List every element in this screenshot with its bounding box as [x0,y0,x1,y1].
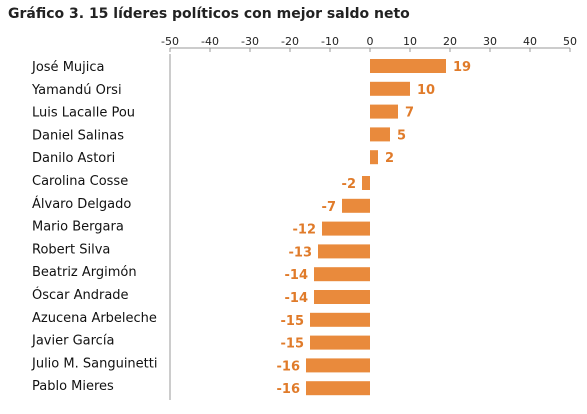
x-tick-label: -40 [201,35,219,48]
data-label: 2 [385,151,394,166]
bar [370,104,398,119]
x-tick-label: 10 [403,35,417,48]
data-label: -15 [281,337,305,352]
x-tick-label: -10 [321,35,339,48]
category-label: Robert Silva [32,242,110,257]
data-label: 10 [417,83,435,98]
data-label: -15 [281,314,305,329]
bars [306,59,446,396]
x-tick-label: 0 [367,35,374,48]
bar [362,176,370,190]
x-axis: -50 -40 -30 -20 -10 0 10 20 30 40 50 [161,35,577,48]
bar [306,381,370,396]
value-labels: 19 107 52 -2 -7 -12 -13 -14 -14 -15 -15 -16 -16 [277,60,472,397]
data-label: -7 [322,200,336,215]
bar [310,335,370,350]
category-label: José Mujica [31,60,104,75]
data-label: -2 [342,177,356,192]
x-tick-label: 40 [523,35,537,48]
data-label: -13 [289,245,313,260]
category-label: Luis Lacalle Pou [32,106,135,121]
category-label: Álvaro Delgado [32,196,131,212]
x-tick-label: 20 [443,35,457,48]
data-label: -14 [285,291,309,306]
data-label: -14 [285,268,309,283]
x-tick-label: 30 [483,35,497,48]
bar [370,150,378,165]
category-label: Carolina Cosse [32,174,128,189]
data-label: 7 [405,106,414,121]
data-label: -16 [277,382,301,397]
bar [306,358,370,373]
bar [370,81,410,96]
category-label: Javier García [31,334,114,349]
category-label: Beatriz Argimón [32,265,137,280]
category-label: Azucena Arbeleche [32,311,157,326]
category-label: Daniel Salinas [32,128,124,143]
data-label: 5 [397,128,406,143]
bar [322,221,370,236]
category-label: Mario Bergara [32,220,124,235]
category-label: Danilo Astori [32,151,115,166]
x-tick-label: -50 [161,35,179,48]
category-label: Pablo Mieres [32,379,114,394]
bar [314,290,370,304]
bar [370,127,390,142]
data-label: 19 [453,60,471,75]
axis-lines [169,47,571,400]
x-tick-label: -20 [281,35,299,48]
x-tick-label: 50 [563,35,577,48]
bar [342,198,370,213]
bar [314,267,370,282]
category-labels: José Mujica Yamandú Orsi Luis Lacalle Pou D… [31,60,157,394]
data-label: -12 [293,223,317,238]
chart-title: Gráfico 3. 15 líderes políticos con mejo… [8,6,410,22]
bar [310,312,370,327]
bar [318,244,370,259]
bar [370,59,446,73]
category-label: Julio M. Sanguinetti [31,356,157,371]
x-tick-label: -30 [241,35,259,48]
data-label: -16 [277,359,301,374]
category-label: Óscar Andrade [32,287,129,303]
category-label: Yamandú Orsi [31,83,122,98]
